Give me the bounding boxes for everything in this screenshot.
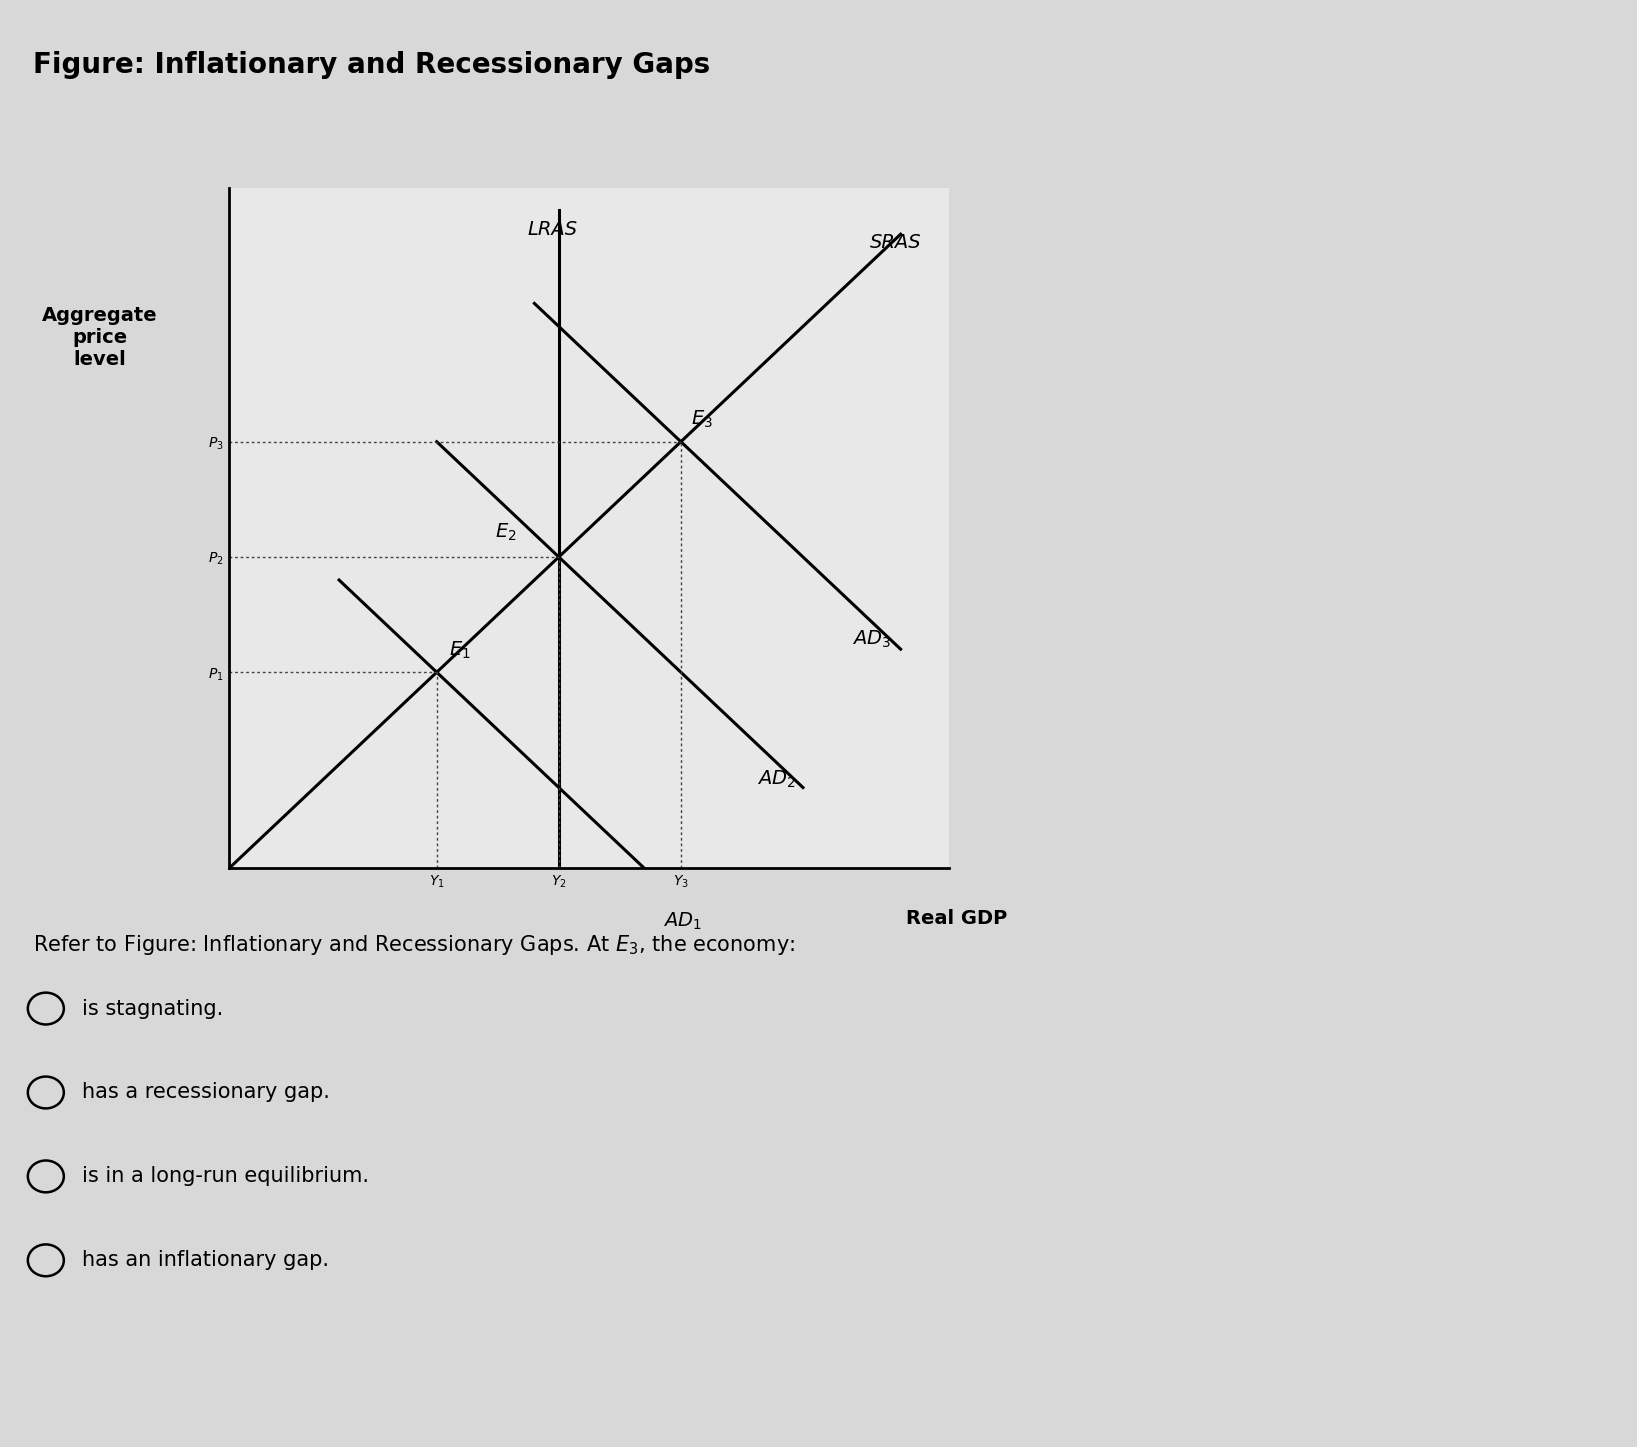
Text: has an inflationary gap.: has an inflationary gap. bbox=[82, 1250, 329, 1270]
Text: Aggregate
price
level: Aggregate price level bbox=[41, 307, 157, 369]
Text: $E_2$: $E_2$ bbox=[494, 522, 516, 543]
Text: LRAS: LRAS bbox=[527, 220, 578, 239]
Text: $E_3$: $E_3$ bbox=[691, 410, 712, 430]
Text: $AD_2$: $AD_2$ bbox=[756, 768, 796, 790]
Text: $AD_3$: $AD_3$ bbox=[851, 628, 891, 650]
Text: Refer to Figure: Inflationary and Recessionary Gaps. At $E_3$, the economy:: Refer to Figure: Inflationary and Recess… bbox=[33, 933, 796, 958]
Text: SRAS: SRAS bbox=[871, 233, 922, 252]
Text: Figure: Inflationary and Recessionary Gaps: Figure: Inflationary and Recessionary Ga… bbox=[33, 51, 710, 78]
Text: is in a long-run equilibrium.: is in a long-run equilibrium. bbox=[82, 1166, 368, 1187]
Text: is stagnating.: is stagnating. bbox=[82, 998, 223, 1019]
Text: Real GDP: Real GDP bbox=[905, 909, 1007, 928]
Text: $AD_1$: $AD_1$ bbox=[663, 910, 701, 932]
Text: $E_1$: $E_1$ bbox=[449, 640, 470, 661]
Text: has a recessionary gap.: has a recessionary gap. bbox=[82, 1082, 329, 1103]
